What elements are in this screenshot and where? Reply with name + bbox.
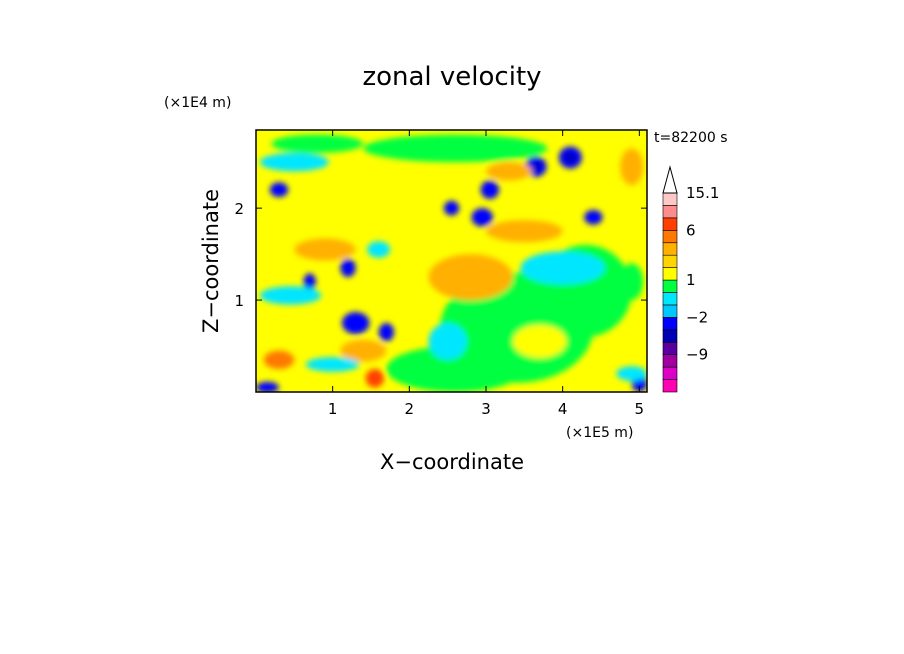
y-axis-ticks: 12 xyxy=(234,200,647,310)
y-tick-label: 2 xyxy=(234,200,244,218)
field-region-green xyxy=(271,134,364,153)
field-region-blue xyxy=(480,180,500,199)
field-region-green xyxy=(620,263,644,301)
x-tick-label: 4 xyxy=(558,400,568,418)
colorbar-swatch xyxy=(662,329,678,343)
colorbar-swatch xyxy=(662,304,678,318)
colorbar-swatch xyxy=(662,242,678,256)
x-tick-label: 3 xyxy=(481,400,491,418)
field-region-navy xyxy=(564,152,576,164)
y-tick-label: 1 xyxy=(234,292,244,310)
colorbar-swatch xyxy=(662,366,678,380)
field-region-blue xyxy=(443,200,460,216)
colorbar-tick-label: −2 xyxy=(686,308,708,326)
field-region-orange xyxy=(263,350,295,370)
field-region-blue xyxy=(471,208,493,227)
chart-title: zonal velocity xyxy=(362,62,541,92)
field-region-orange xyxy=(294,238,356,261)
x-axis-ticks: 1 2 3 4 5 xyxy=(328,130,644,418)
field-region-green xyxy=(363,134,548,163)
colorbar-swatch xyxy=(662,292,678,306)
colorbar-swatch xyxy=(662,254,678,268)
x-unit-label: (×1E5 m) xyxy=(566,425,633,441)
colorbar-swatch xyxy=(662,354,678,368)
field-region-green xyxy=(386,346,525,392)
field-region-yellow xyxy=(512,324,567,358)
field-region-cyan xyxy=(367,241,391,258)
colorbar-swatch xyxy=(662,230,678,244)
colorbar-swatch xyxy=(662,192,678,206)
colorbar-swatch xyxy=(662,279,678,293)
colorbar-swatch xyxy=(662,217,678,231)
field-region-blue xyxy=(340,258,356,278)
plot-frame xyxy=(255,129,648,393)
field-regions xyxy=(256,134,647,392)
field-region-cyan xyxy=(259,286,322,305)
field-region-blue xyxy=(378,323,395,342)
y-axis-label: Z−coordinate xyxy=(199,189,223,333)
field-region-blue xyxy=(256,381,279,392)
field-region-cyan xyxy=(428,323,467,360)
x-tick-label: 5 xyxy=(635,400,645,418)
x-axis-label: X−coordinate xyxy=(380,450,524,474)
field-region-cyan xyxy=(520,251,605,285)
colorbar: 15.1 6 1 −2 −9 xyxy=(662,165,719,393)
field-region-orange xyxy=(428,254,513,301)
colorbar-swatch xyxy=(662,341,678,355)
field-region-navy xyxy=(531,162,541,172)
colorbar-tick-label: 15.1 xyxy=(686,184,719,202)
field-region-red xyxy=(365,369,385,388)
plot-area xyxy=(256,130,647,392)
colorbar-extend-triangle xyxy=(662,165,678,194)
field-region-blue xyxy=(584,209,603,225)
x-tick-label: 1 xyxy=(328,400,338,418)
colorbar-swatch xyxy=(662,317,678,331)
field-region-cyan xyxy=(259,152,329,172)
colorbar-tick-label: 6 xyxy=(686,221,696,239)
x-tick-label: 2 xyxy=(405,400,415,418)
field-region-cyan xyxy=(616,366,647,381)
field-region-blue xyxy=(341,312,370,335)
field-region-orange xyxy=(486,162,532,181)
colorbar-tick-label: 1 xyxy=(686,271,696,289)
time-label: t=82200 s xyxy=(654,130,728,146)
colorbar-swatch xyxy=(662,379,678,393)
colorbar-swatch xyxy=(662,205,678,219)
field-region-blue xyxy=(269,182,289,198)
field-region-orange xyxy=(340,339,387,362)
colorbar-swatch xyxy=(662,267,678,281)
field-region-orange xyxy=(485,220,563,243)
colorbar-tick-label: −9 xyxy=(686,346,708,364)
field-region-blue xyxy=(303,273,316,290)
field-region-cyan xyxy=(305,357,360,372)
y-unit-label: (×1E4 m) xyxy=(164,95,231,111)
field-region-orange xyxy=(620,148,644,186)
